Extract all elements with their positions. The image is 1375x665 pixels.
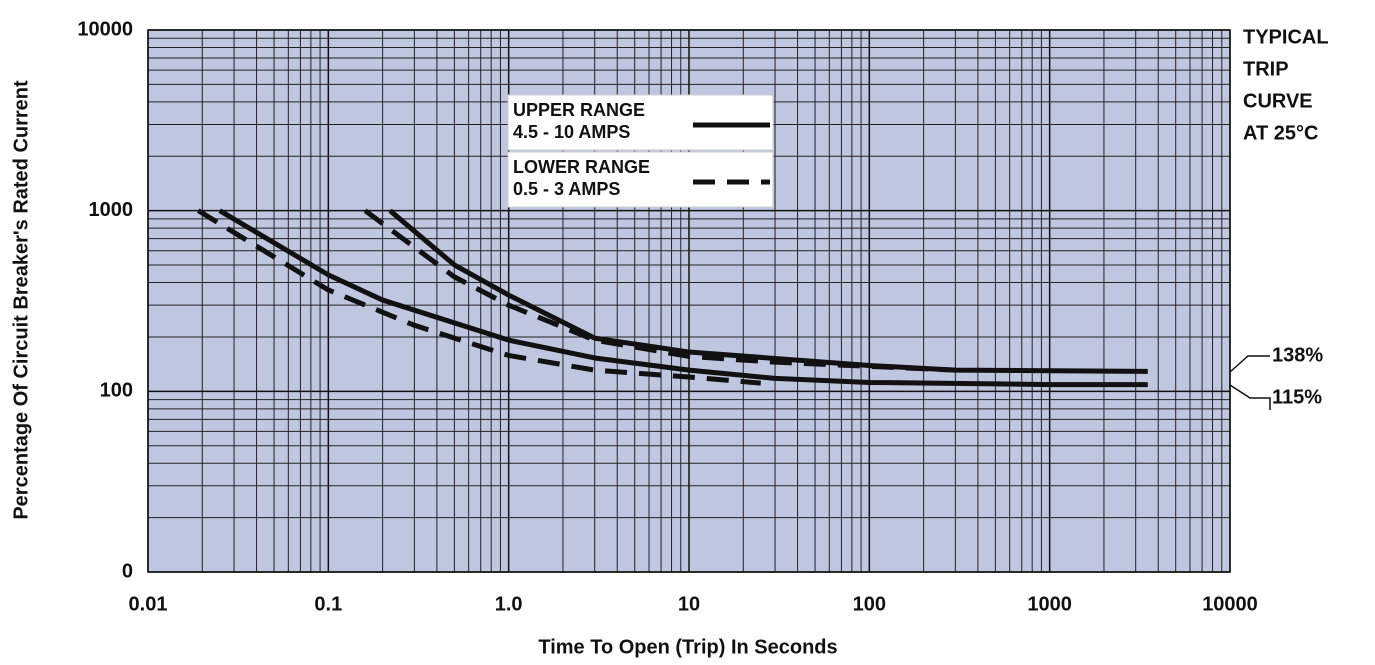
leader-line bbox=[1229, 384, 1271, 410]
legend-label: UPPER RANGE bbox=[513, 100, 645, 120]
y-tick-label: 1000 bbox=[89, 199, 134, 221]
x-tick-label: 0.1 bbox=[314, 593, 342, 615]
x-tick-label: 0.01 bbox=[129, 593, 168, 615]
annotation: 138% bbox=[1272, 344, 1323, 366]
note-line: TYPICAL bbox=[1243, 26, 1329, 48]
y-tick-label: 100 bbox=[100, 380, 133, 402]
note-line: TRIP bbox=[1243, 58, 1289, 80]
x-tick-label: 1000 bbox=[1027, 593, 1072, 615]
trip-curve bbox=[363, 208, 956, 373]
trip-curve bbox=[196, 208, 761, 386]
annotations: 138% 115% bbox=[1229, 344, 1323, 410]
annotation: 115% bbox=[1272, 386, 1322, 408]
y-axis-title: Percentage Of Circuit Breaker's Rated Cu… bbox=[10, 80, 32, 520]
x-tick-label: 10000 bbox=[1202, 593, 1258, 615]
legend-label: LOWER RANGE bbox=[513, 157, 650, 177]
plot-frame bbox=[147, 29, 1231, 573]
grid bbox=[147, 29, 1231, 573]
note-line: CURVE bbox=[1243, 90, 1313, 112]
x-axis-title: Time To Open (Trip) In Seconds bbox=[538, 636, 837, 658]
note-line: AT 25°C bbox=[1243, 122, 1318, 144]
x-tick-label: 100 bbox=[853, 593, 886, 615]
trip-curve bbox=[218, 208, 1148, 388]
note: TYPICAL TRIP CURVE AT 25°C bbox=[1243, 26, 1329, 144]
x-tick-label: 1.0 bbox=[495, 593, 523, 615]
y-tick-label: 0 bbox=[122, 560, 133, 582]
legend-detail: 0.5 - 3 AMPS bbox=[513, 179, 620, 199]
curves bbox=[196, 208, 1148, 388]
legend-detail: 4.5 - 10 AMPS bbox=[513, 122, 630, 142]
leader-line bbox=[1229, 355, 1270, 373]
x-tick-label: 10 bbox=[678, 593, 700, 615]
y-tick-label: 10000 bbox=[77, 18, 133, 40]
